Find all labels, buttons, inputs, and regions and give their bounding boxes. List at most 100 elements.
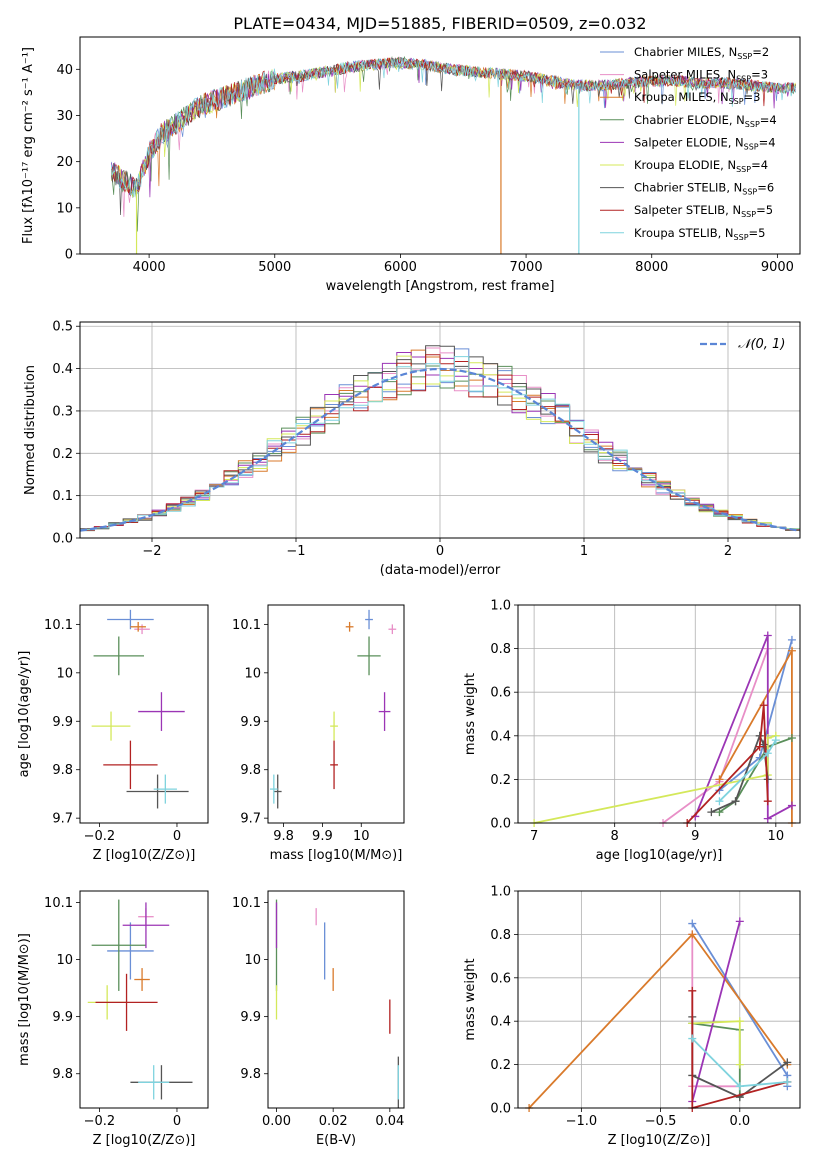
weight-marker	[763, 749, 772, 758]
spectrum-legend: Chabrier MILES, NSSP=2 Salpeter MILES, NS…	[600, 45, 777, 242]
weight-marker	[731, 797, 740, 806]
data-point-7	[330, 740, 338, 790]
data-point-7	[95, 973, 158, 1031]
plot-area: 4000 5000 6000 7000 8000 9000010203040wavelen…	[17, 36, 801, 1148]
weight-marker	[688, 1034, 697, 1043]
legend-label: Kroupa ELODIE, NSSP=4	[634, 158, 768, 174]
x-tick-label: 4000	[133, 260, 166, 275]
weight-marker	[715, 797, 724, 806]
x-tick-label: 2	[724, 544, 732, 559]
y-tick-label: 10.1	[44, 618, 73, 633]
y-tick-label: 0	[65, 248, 73, 263]
y-axis-label: mass [log10(M/M⊙)]	[17, 933, 32, 1066]
x-tick-label: 6000	[384, 260, 417, 275]
x-tick-label: 8	[611, 829, 619, 844]
legend-label: Kroupa STELIB, NSSP=5	[634, 226, 765, 242]
legend-label: Chabrier MILES, NSSP=2	[634, 45, 769, 61]
data-point-1	[134, 624, 150, 635]
y-tick-label: 1.0	[490, 599, 511, 614]
x-tick-label: 5000	[258, 260, 291, 275]
x-tick-label: −0.5	[645, 1114, 677, 1129]
y-tick-label: 0.4	[490, 729, 511, 744]
data-point-0	[365, 609, 373, 630]
y-tick-label: 0.8	[490, 928, 511, 943]
weight-line-3	[718, 737, 793, 813]
x-axis-label: Z [log10(Z/Z⊙)]	[608, 1133, 711, 1148]
y-tick-label: 0.6	[490, 686, 511, 701]
residual-histogram-6	[80, 345, 800, 531]
y-tick-label: 20	[56, 155, 73, 170]
data-point-1	[388, 624, 397, 635]
y-tick-label: 0.0	[490, 1102, 511, 1117]
x-axis-label: E(B-V)	[316, 1133, 356, 1148]
axes-frame	[79, 604, 209, 824]
data-point-2	[345, 621, 354, 632]
weight-marker	[783, 1077, 792, 1086]
weight-marker	[735, 917, 744, 926]
weight-marker	[763, 797, 772, 806]
x-tick-label: 0	[436, 544, 444, 559]
weight-marker	[688, 919, 697, 928]
y-tick-label: 10	[244, 953, 261, 968]
weight-line-4	[691, 921, 741, 1102]
data-point-4	[138, 692, 185, 731]
axes-frame	[517, 890, 801, 1109]
legend-label: Salpeter ELODIE, NSSP=4	[634, 135, 776, 151]
y-tick-label: 0.4	[490, 1015, 511, 1030]
data-point-6	[126, 774, 189, 809]
axes-frame	[267, 890, 405, 1109]
weight_vs_age-axes: 7 8 9 10 0.0 0.2 0.4 0.6 0.8 1.0 age [log10(age/yr…	[463, 599, 800, 863]
legend-label: Chabrier STELIB, NSSP=6	[634, 181, 774, 197]
data-point-3	[357, 636, 381, 676]
data-point-8	[138, 1065, 170, 1100]
y-tick-label: 0.2	[490, 773, 511, 788]
y-tick-label: 0.2	[52, 447, 73, 462]
y-tick-label: 9.8	[240, 1067, 261, 1082]
axes-frame	[79, 890, 209, 1109]
y-tick-label: 0.0	[490, 817, 511, 832]
x-tick-label: 7	[530, 829, 538, 844]
x-tick-label: 0.00	[262, 1114, 291, 1129]
y-tick-label: 10	[56, 666, 73, 681]
spectrum-series-8	[111, 57, 796, 197]
axes-frame	[517, 604, 801, 824]
weight-marker	[688, 986, 697, 995]
y-tick-label: 9.7	[52, 812, 73, 827]
x-tick-label: 0.0	[729, 1114, 750, 1129]
x-axis-label: mass [log10(M/M⊙)]	[270, 848, 403, 863]
y-axis-label: age [log10(age/yr)]	[17, 651, 32, 778]
y-tick-label: 10.1	[232, 618, 261, 633]
weight-marker	[755, 742, 764, 751]
x-tick-label: −1	[286, 544, 305, 559]
y-tick-label: 0.6	[490, 971, 511, 986]
y-tick-label: 10.1	[44, 896, 73, 911]
x-tick-label: 0	[173, 1114, 181, 1129]
spectrum-axes: 4000 5000 6000 7000 8000 9000 0 10 20 30 40 wavelen…	[21, 47, 794, 294]
legend-label: 𝒩(0, 1)	[738, 337, 785, 352]
residuals-axes: −2 −1 0 1 2 0.0 0.1 0.2 0.3 0.4 0.5 (data-model)/er…	[23, 320, 800, 578]
x-tick-label: −0.2	[84, 1114, 116, 1129]
weight-marker	[787, 646, 796, 655]
figure-title: PLATE=0434, MJD=51885, FIBERID=0509, z=0…	[233, 14, 646, 33]
y-tick-label: 9.7	[240, 812, 261, 827]
data-point-5	[330, 711, 338, 741]
x-axis-label: wavelength [Angstrom, rest frame]	[326, 279, 555, 294]
weight-marker	[759, 740, 768, 749]
x-tick-label: 9000	[761, 260, 794, 275]
x-tick-label: −1.0	[566, 1114, 598, 1129]
weight-marker	[707, 808, 716, 817]
x-tick-label: 8000	[635, 260, 668, 275]
x-tick-label: 9.8	[273, 829, 294, 844]
x-tick-label: −0.2	[84, 829, 116, 844]
weight-marker	[759, 701, 768, 710]
age_vs_Z-axes: −0.2 0 9.7 9.8 9.9 10 10.1 Z [log10(Z/Z⊙)] age […	[17, 618, 195, 863]
x-axis-label: (data-model)/error	[380, 563, 501, 578]
y-axis-label: mass weight	[463, 673, 478, 755]
weight-marker	[763, 814, 772, 823]
y-tick-label: 0.0	[52, 532, 73, 547]
axes-frame	[267, 604, 405, 824]
data-point-5	[91, 711, 131, 741]
x-axis-label: Z [log10(Z/Z⊙)]	[93, 1133, 196, 1148]
legend-label: Chabrier ELODIE, NSSP=4	[634, 113, 777, 129]
axes-frame	[79, 321, 801, 539]
